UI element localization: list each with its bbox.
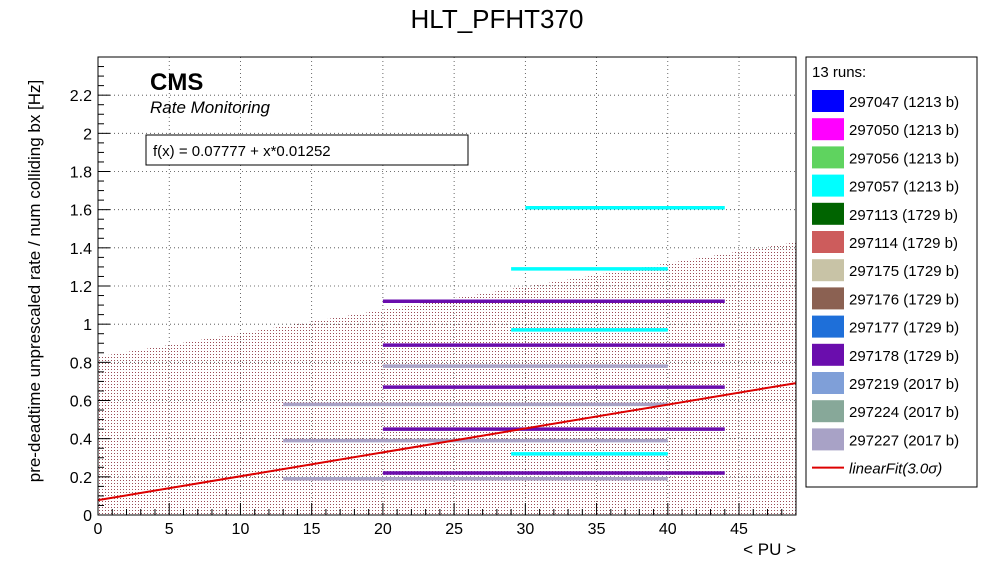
x-tick-label: 5: [165, 521, 174, 538]
y-tick-label: 0.4: [70, 432, 92, 449]
x-axis-label: < PU >: [743, 540, 796, 559]
legend-entry-label: 297113 (1729 b): [849, 207, 958, 224]
legend-entry-label: 297114 (1729 b): [849, 235, 958, 252]
legend-swatch: [812, 231, 844, 253]
legend-swatch: [812, 202, 844, 225]
legend-entry-label: 297175 (1729 b): [849, 263, 959, 280]
legend-entry-label: 297219 (2017 b): [849, 376, 959, 393]
fit-formula-box: [145, 134, 469, 166]
y-tick-label: 1.2: [70, 279, 92, 296]
plot-area: [97, 56, 797, 516]
y-tick-label: 1.8: [70, 165, 92, 182]
x-tick-label: 15: [303, 521, 321, 538]
x-tick-label: 20: [374, 521, 392, 538]
legend-entry-label: 297176 (1729 b): [849, 291, 959, 308]
legend-swatch: [812, 146, 844, 169]
y-tick-label: 2: [83, 126, 92, 143]
cms-label: CMS: [150, 69, 203, 96]
legend-swatch: [812, 315, 844, 338]
x-tick-label: 35: [588, 521, 606, 538]
fit-formula-text: f(x) = 0.07777 + x*0.01252: [153, 143, 331, 160]
legend-swatch: [812, 428, 844, 451]
cms-sublabel: Rate Monitoring: [150, 98, 271, 117]
x-tick-label: 40: [659, 521, 677, 538]
legend-entry-label: 297056 (1213 b): [849, 150, 959, 167]
legend-entry-label: 297050 (1213 b): [849, 122, 959, 139]
legend-swatch: [812, 174, 844, 197]
legend-header: 13 runs:: [812, 64, 866, 81]
y-tick-label: 0.8: [70, 355, 92, 372]
y-tick-label: 1.4: [70, 241, 92, 258]
legend-swatch: [812, 259, 844, 282]
legend-swatch: [812, 400, 844, 423]
fit-uncertainty-band: [98, 242, 796, 515]
y-tick-label: 1.6: [70, 203, 92, 220]
y-tick-label: 1: [83, 317, 92, 334]
fit-line: [97, 382, 797, 502]
legend-swatch: [812, 118, 844, 141]
y-axis-label: pre-deadtime unprescaled rate / num coll…: [25, 80, 44, 483]
legend-entry-label: 297057 (1213 b): [849, 179, 959, 196]
legend-swatch: [812, 287, 844, 310]
legend-fit-label: linearFit(3.0σ): [849, 461, 942, 478]
y-tick-label: 2.2: [70, 88, 92, 105]
legend-entry-label: 297224 (2017 b): [849, 404, 959, 421]
y-tick-label: 0: [83, 508, 92, 525]
legend-entry-label: 297227 (2017 b): [849, 432, 959, 449]
legend-swatch: [812, 90, 844, 112]
legend-swatch: [812, 343, 844, 366]
legend-entry-label: 297047 (1213 b): [849, 94, 959, 111]
y-tick-label: 0.2: [70, 470, 92, 487]
x-tick-label: 10: [232, 521, 250, 538]
legend-entry-label: 297177 (1729 b): [849, 320, 959, 337]
y-axis: 0 0.2 0.4 0.6 0.8 1 1.2 1.4 1.6 1.8 2 2.2: [70, 66, 110, 525]
legend-entry-label: 297178 (1729 b): [849, 348, 959, 365]
x-tick-label: 45: [730, 521, 748, 538]
y-tick-label: 0.6: [70, 394, 92, 411]
x-tick-label: 0: [94, 521, 103, 538]
chart-title: HLT_PFHT370: [411, 4, 584, 34]
x-axis: 0 5 10 15 20 25 30 35 40 45: [94, 503, 797, 538]
legend-swatch: [812, 372, 844, 394]
x-tick-label: 25: [445, 521, 463, 538]
legend: 13 runs: 297047 (1213 b) 297050 (1213 b) 2…: [805, 56, 978, 488]
x-tick-label: 30: [516, 521, 534, 538]
